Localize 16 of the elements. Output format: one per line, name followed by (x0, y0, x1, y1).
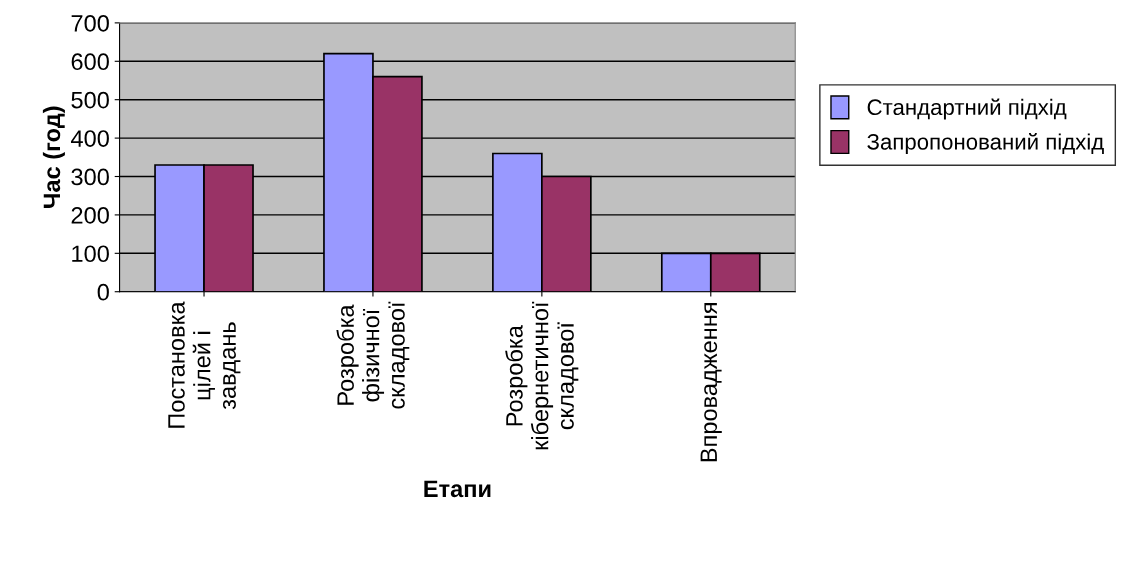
y-tick-label: 300 (71, 168, 109, 186)
x-tick-label: Розробка кібернетичної складової (505, 301, 579, 450)
legend-label: Стандартний підхід (867, 98, 1067, 120)
y-tick-label: 600 (71, 53, 109, 71)
y-tick-label: 200 (71, 206, 109, 224)
y-tick-label: 700 (71, 14, 109, 32)
y-axis-title: Час (год) (42, 106, 65, 208)
legend-label: Запропонований підхід (867, 132, 1104, 155)
x-tick-label: Розробка фізичної складової (336, 301, 410, 409)
y-tick-label: 400 (71, 130, 109, 147)
y-tick-label: 100 (72, 245, 109, 263)
y-tick-label: 0 (97, 283, 109, 301)
x-tick-label: Постановка цілей і завдань (168, 301, 241, 428)
x-tick-label: Впровадження (700, 303, 722, 462)
x-axis-title: Етапи (424, 480, 491, 498)
y-tick-label: 500 (71, 91, 109, 109)
